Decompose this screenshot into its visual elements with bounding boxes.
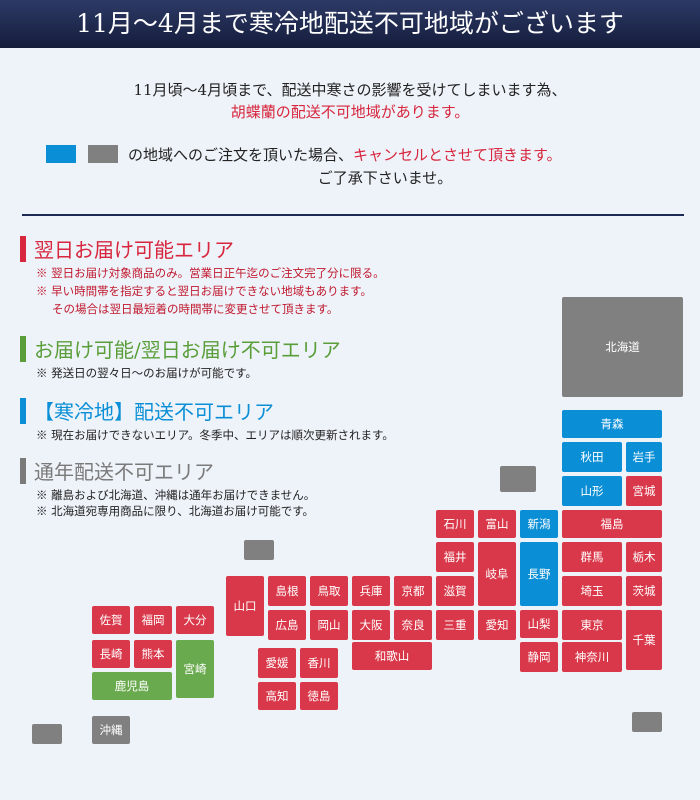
prefecture: 神奈川 [562, 642, 622, 672]
prefecture: 三重 [436, 610, 474, 640]
prefecture: 福井 [436, 542, 474, 572]
prefecture: 静岡 [520, 642, 558, 672]
prefecture: 山形 [562, 476, 622, 506]
legend-bar [20, 336, 26, 362]
prefecture: 福岡 [134, 606, 172, 634]
prefecture: 宮崎 [176, 640, 214, 698]
prefecture: 京都 [394, 576, 432, 606]
prefecture: 岡山 [310, 610, 348, 640]
prefecture: 茨城 [626, 576, 662, 606]
prefecture: 島根 [268, 576, 306, 606]
legend-note: その場合は翌日最短着の時間帯に変更させて頂きます。 [52, 302, 339, 316]
prefecture: 青森 [562, 410, 662, 438]
prefecture: 群馬 [562, 542, 622, 572]
legend-title: 【寒冷地】配送不可エリア [34, 400, 274, 424]
prefecture: 和歌山 [352, 642, 432, 670]
legend-note: ※ 発送日の翌々日～のお届けが可能です。 [36, 366, 258, 380]
legend-bar [20, 236, 26, 262]
legend-note: ※ 離島および北海道、沖縄は通年お届けできません。 [36, 488, 316, 502]
intro-line: ご了承下さいませ。 [317, 169, 453, 187]
prefecture: 鹿児島 [92, 672, 172, 700]
legend-bar [20, 458, 26, 484]
prefecture: 愛媛 [258, 648, 296, 678]
prefecture: 埼玉 [562, 576, 622, 606]
prefecture: 高知 [258, 682, 296, 710]
prefecture: 広島 [268, 610, 306, 640]
intro-line: の地域へのご注文を頂いた場合、キャンセルとさせて頂きます。 [128, 144, 562, 165]
prefecture: 新潟 [520, 510, 558, 538]
prefecture: 石川 [436, 510, 474, 538]
prefecture: 岐阜 [478, 542, 516, 606]
prefecture: 福島 [562, 510, 662, 538]
prefecture: 秋田 [562, 442, 622, 472]
island [244, 540, 274, 560]
prefecture: 佐賀 [92, 606, 130, 634]
text: の地域へのご注文を頂いた場合、 [128, 146, 354, 164]
island [632, 712, 662, 732]
prefecture: 香川 [300, 648, 338, 678]
prefecture: 熊本 [134, 640, 172, 668]
prefecture: 栃木 [626, 542, 662, 572]
prefecture: 奈良 [394, 610, 432, 640]
legend-note: ※ 現在お届けできないエリア。冬季中、エリアは順次更新されます。 [36, 428, 394, 442]
legend-note: ※ 早い時間帯を指定すると翌日お届けできない地域もあります。 [36, 284, 373, 298]
prefecture: 鳥取 [310, 576, 348, 606]
prefecture: 北海道 [562, 297, 683, 397]
prefecture: 千葉 [626, 610, 662, 670]
prefecture: 東京 [562, 610, 622, 640]
divider [22, 214, 684, 216]
prefecture: 山口 [226, 576, 264, 636]
prefecture: 大阪 [352, 610, 390, 640]
island [32, 724, 62, 744]
legend-title: お届け可能/翌日お届け不可エリア [34, 338, 341, 362]
prefecture: 長崎 [92, 640, 130, 668]
prefecture: 滋賀 [436, 576, 474, 606]
legend-note: ※ 北海道宛専用商品に限り、北海道お届け可能です。 [36, 504, 315, 518]
prefecture: 山梨 [520, 610, 558, 638]
prefecture: 徳島 [300, 682, 338, 710]
legend-swatch [46, 145, 76, 163]
header-title: 11月～4月まで寒冷地配送不可地域がございます [0, 0, 700, 48]
prefecture: 長野 [520, 542, 558, 606]
intro-line: 11月頃～4月頃まで、配送中寒さの影響を受けてしまいます為、 [133, 81, 567, 99]
prefecture: 兵庫 [352, 576, 390, 606]
prefecture: 沖縄 [92, 716, 130, 744]
legend-bar [20, 398, 26, 424]
legend-title: 通年配送不可エリア [34, 460, 214, 484]
prefecture: 大分 [176, 606, 214, 634]
legend-swatch [88, 145, 118, 163]
intro-line: 胡蝶蘭の配送不可地域があります。 [230, 103, 470, 121]
text: キャンセルとさせて頂きます。 [353, 146, 562, 164]
prefecture: 宮城 [626, 476, 662, 506]
legend-note: ※ 翌日お届け対象商品のみ。営業日正午迄のご注文完了分に限る。 [36, 266, 385, 280]
prefecture: 富山 [478, 510, 516, 538]
legend-title: 翌日お届け可能エリア [34, 238, 234, 262]
prefecture: 岩手 [626, 442, 662, 472]
prefecture: 愛知 [478, 610, 516, 640]
island [500, 466, 536, 492]
